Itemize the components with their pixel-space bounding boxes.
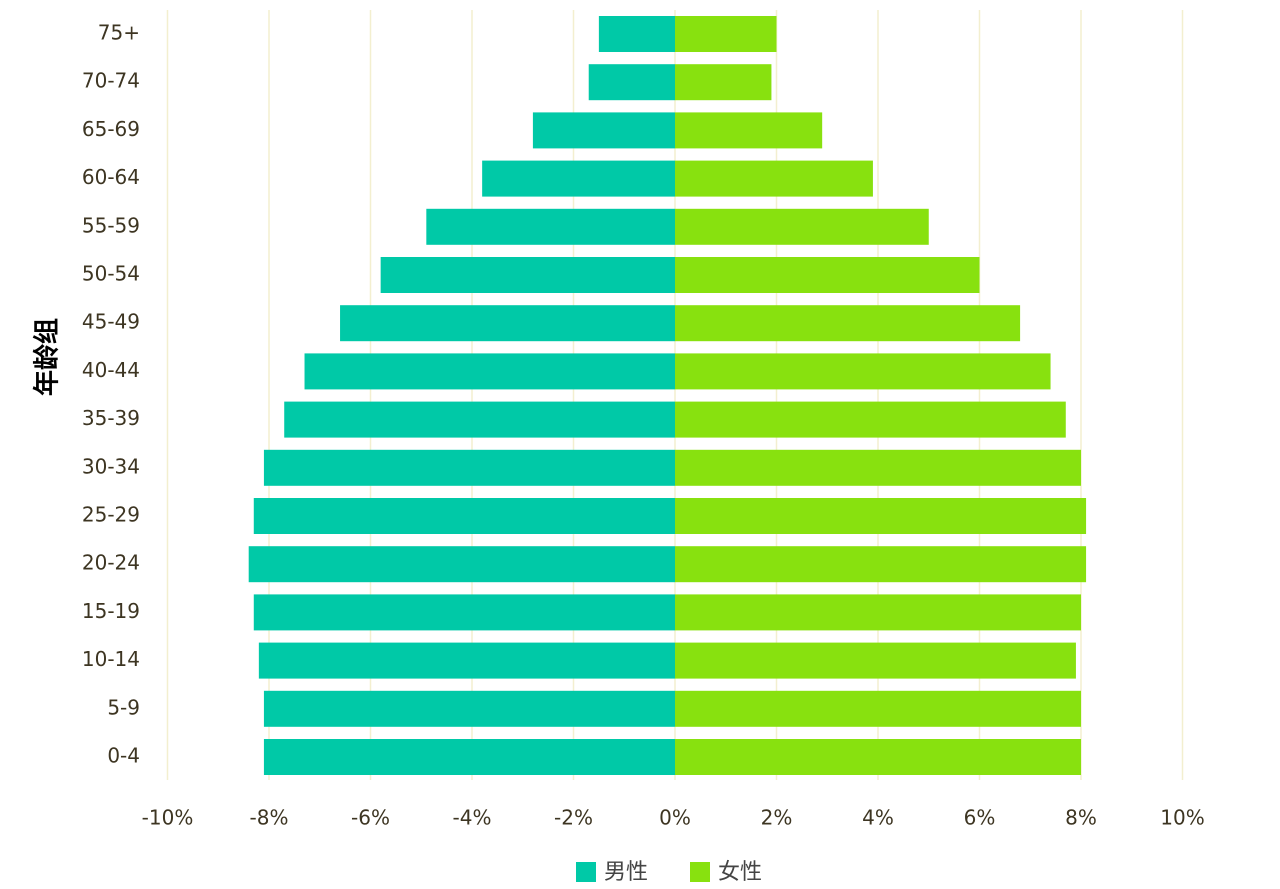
- bar-male-65-69: [532, 112, 675, 149]
- category-labels: 75+ 70-74 65-69 60-64 55-59 50-54 45-49 40-44 35…: [82, 21, 140, 768]
- bar-male-70-74: [588, 64, 675, 101]
- bar-male-50-54: [380, 257, 675, 293]
- bar-male-40-44: [304, 353, 675, 390]
- bar-female-70-74: [675, 64, 772, 101]
- bar-male-75+: [598, 16, 675, 52]
- x-tick-label-10: 10%: [1160, 806, 1204, 830]
- bar-female-35-39: [675, 401, 1066, 438]
- bar-male-0-4: [263, 739, 675, 775]
- legend-swatch-male: [576, 862, 596, 882]
- bar-male-30-34: [263, 449, 675, 486]
- category-label-55-59: 55-59: [82, 213, 140, 237]
- x-tick-label-0: -10%: [142, 806, 194, 830]
- x-tick-label-8: 6%: [964, 806, 996, 830]
- category-label-45-49: 45-49: [82, 310, 140, 334]
- category-label-20-24: 20-24: [82, 551, 140, 575]
- bar-female-20-24: [675, 546, 1087, 583]
- x-tick-label-6: 2%: [761, 806, 793, 830]
- bar-female-55-59: [675, 208, 929, 245]
- legend-label-female: 女性: [718, 860, 762, 885]
- bar-female-0-4: [675, 739, 1081, 775]
- bar-male-25-29: [253, 498, 675, 534]
- bar-female-5-9: [675, 690, 1081, 727]
- bar-female-50-54: [675, 257, 980, 293]
- category-label-60-64: 60-64: [82, 165, 140, 189]
- bar-female-75+: [675, 16, 777, 52]
- category-label-40-44: 40-44: [82, 358, 140, 382]
- category-label-35-39: 35-39: [82, 406, 140, 430]
- y-axis-label: 年龄组: [32, 318, 63, 396]
- x-tick-labels: -10% -8% -6% -4% -2% 0% 2% 4% 6% 8% 10%: [142, 806, 1205, 830]
- bar-female-60-64: [675, 160, 873, 197]
- category-label-25-29: 25-29: [82, 503, 140, 527]
- category-label-30-34: 30-34: [82, 454, 140, 478]
- bar-male-10-14: [258, 642, 675, 679]
- x-tick-label-5: 0%: [659, 806, 691, 830]
- bar-female-30-34: [675, 449, 1081, 486]
- category-label-15-19: 15-19: [82, 599, 140, 623]
- bar-female-10-14: [675, 642, 1076, 679]
- bar-female-25-29: [675, 498, 1087, 534]
- category-label-75+: 75+: [98, 21, 140, 45]
- x-tick-label-4: -2%: [554, 806, 593, 830]
- bar-female-65-69: [675, 112, 823, 149]
- category-label-70-74: 70-74: [82, 69, 140, 93]
- category-label-10-14: 10-14: [82, 647, 140, 671]
- bar-male-5-9: [263, 690, 675, 727]
- bar-male-60-64: [482, 160, 675, 197]
- x-tick-label-7: 4%: [862, 806, 894, 830]
- bar-male-35-39: [284, 401, 675, 438]
- bar-male-55-59: [426, 208, 675, 245]
- bars: [248, 16, 1087, 775]
- x-tick-label-2: -6%: [351, 806, 390, 830]
- legend-swatch-female: [690, 862, 710, 882]
- x-tick-label-9: 8%: [1065, 806, 1097, 830]
- x-tick-label-3: -4%: [453, 806, 492, 830]
- bar-male-20-24: [248, 546, 675, 583]
- category-label-0-4: 0-4: [107, 744, 140, 768]
- bar-female-45-49: [675, 305, 1021, 342]
- bar-male-45-49: [340, 305, 675, 342]
- category-label-50-54: 50-54: [82, 262, 140, 286]
- category-label-65-69: 65-69: [82, 117, 140, 141]
- legend: 男性 女性: [576, 860, 762, 885]
- category-label-5-9: 5-9: [107, 695, 140, 719]
- bar-female-40-44: [675, 353, 1051, 390]
- bar-male-15-19: [253, 594, 675, 631]
- x-tick-label-1: -8%: [250, 806, 289, 830]
- legend-label-male: 男性: [604, 860, 648, 885]
- bar-female-15-19: [675, 594, 1081, 631]
